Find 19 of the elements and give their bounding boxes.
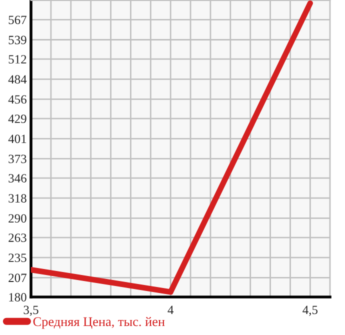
y-tick-label: 456 [8, 95, 26, 104]
y-tick-label: 512 [8, 55, 26, 64]
y-tick-label: 567 [8, 16, 26, 24]
y-tick-label: 263 [8, 234, 26, 242]
y-tick-label: 373 [8, 154, 26, 164]
x-tick-label: 3,5 [24, 306, 38, 316]
y-tick-label: 207 [8, 274, 26, 282]
x-tick-label: 4,5 [302, 306, 318, 316]
y-tick-label: 484 [8, 75, 27, 84]
y-tick-label: 235 [8, 254, 26, 262]
legend-label: Средняя Цена, тыс. йен [33, 316, 165, 329]
y-tick-label: 539 [8, 36, 26, 44]
y-tick-label: 429 [8, 114, 26, 124]
y-tick-label: 401 [8, 134, 26, 144]
x-tick-label: 4 [168, 306, 174, 314]
y-tick-label: 318 [8, 194, 26, 203]
y-tick-label: 180 [9, 293, 26, 302]
y-tick-label: 290 [8, 214, 26, 223]
y-tick-label: 346 [8, 174, 26, 183]
